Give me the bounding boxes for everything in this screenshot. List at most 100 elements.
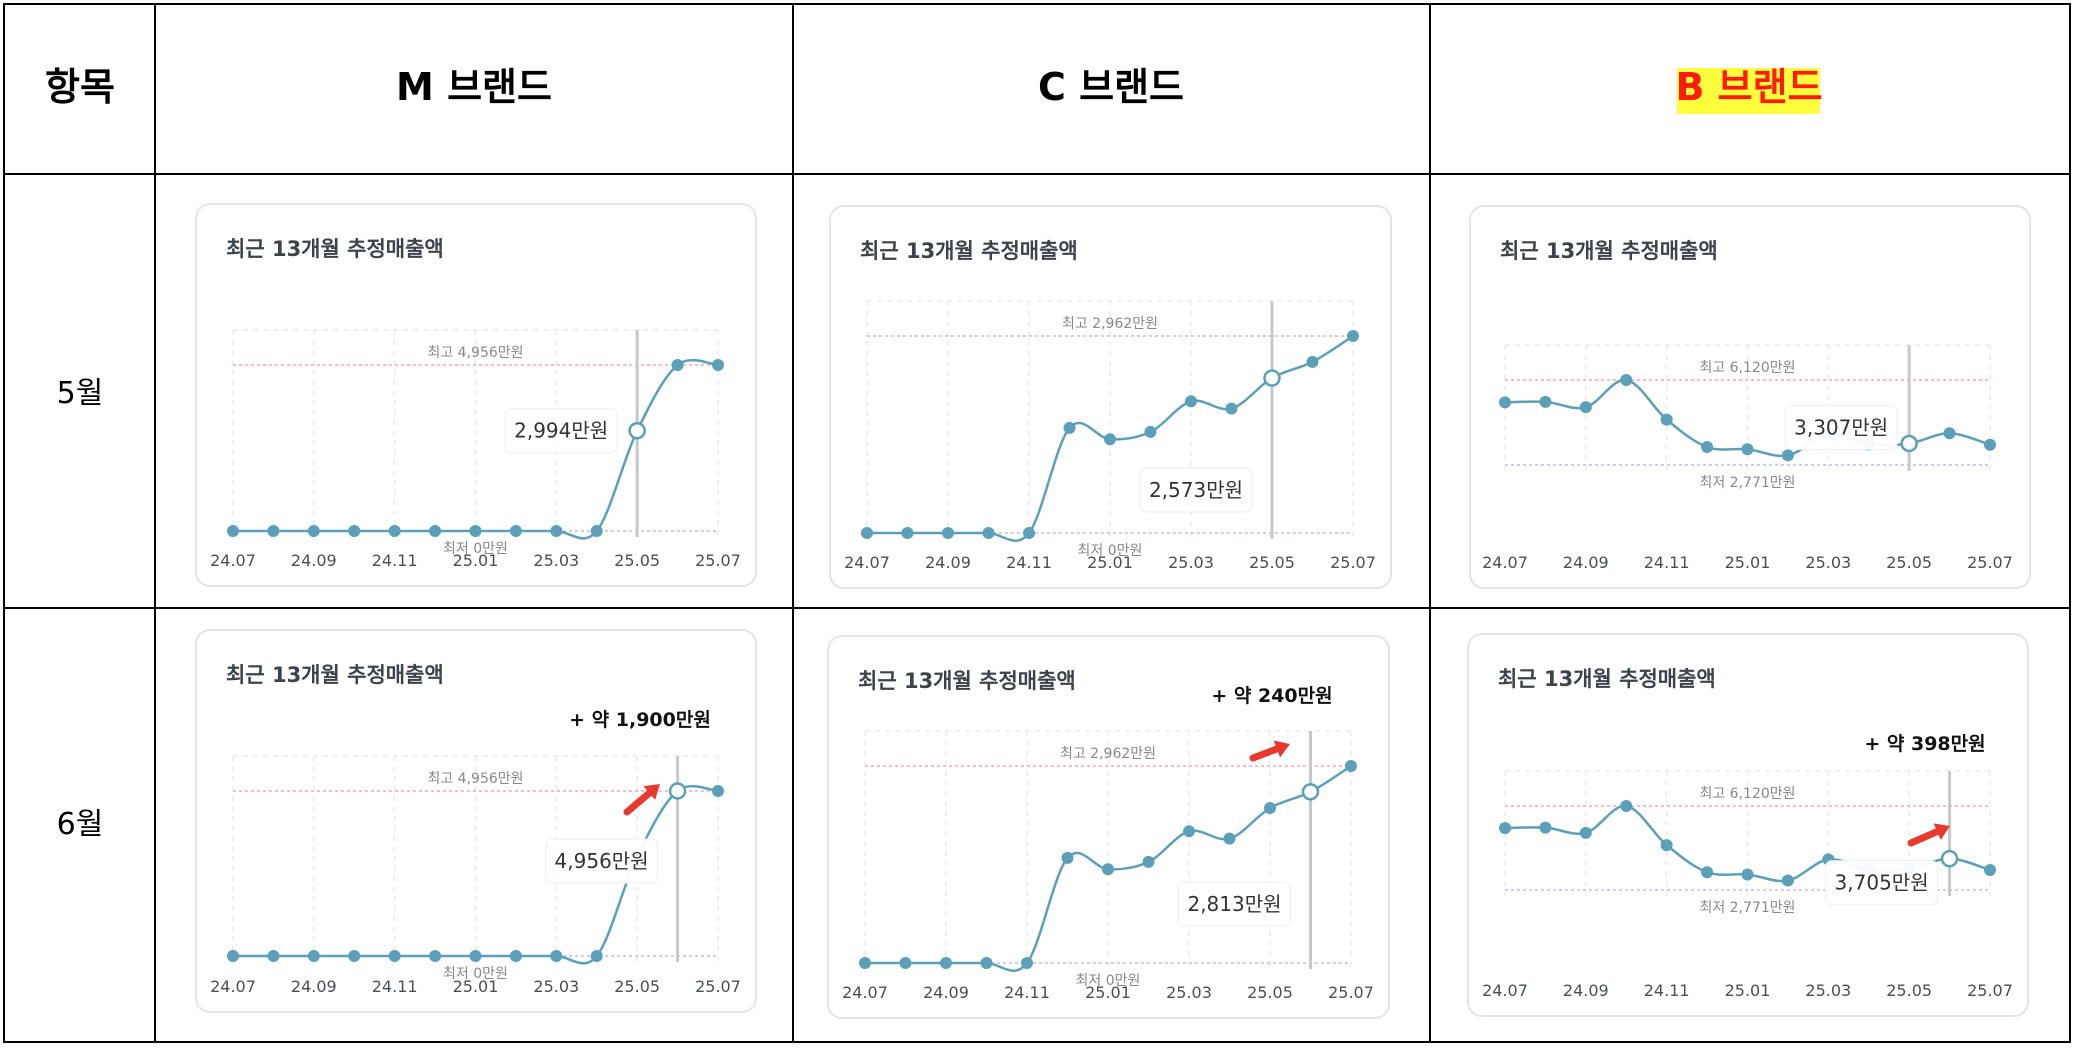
data-point <box>1021 957 1033 969</box>
data-point <box>509 950 522 962</box>
data-point <box>1063 421 1076 434</box>
max-label: 최고 6,120만원 <box>1699 360 1795 376</box>
data-point <box>1660 413 1673 426</box>
data-point <box>671 359 684 371</box>
data-point <box>1185 395 1197 408</box>
data-point-selected <box>1263 369 1281 387</box>
data-point <box>1499 396 1511 409</box>
data-point <box>980 957 993 969</box>
x-tick-label: 25.03 <box>1805 553 1851 572</box>
x-tick-label: 25.03 <box>1805 981 1851 1000</box>
min-label: 최저 0만원 <box>443 541 508 557</box>
chart-title: 최근 13개월 추정매출액 <box>858 669 1076 693</box>
data-point <box>1223 832 1236 845</box>
x-tick-label: 25.07 <box>1967 981 2013 1000</box>
x-tick-label: 25.01 <box>453 977 499 996</box>
data-point <box>227 525 239 537</box>
header-item: 항목 <box>45 65 115 109</box>
data-point <box>942 527 954 539</box>
data-point <box>1579 401 1592 414</box>
data-point <box>1225 402 1238 415</box>
x-tick-label: 25.05 <box>614 977 660 996</box>
value-tooltip <box>1784 404 1898 450</box>
data-point-selected <box>1940 849 1959 868</box>
x-tick-label: 25.03 <box>1168 553 1214 572</box>
min-label: 최저 2,771만원 <box>1699 900 1795 916</box>
data-point <box>1741 868 1754 881</box>
row-label-june: 6월 <box>57 807 104 842</box>
x-tick-label: 25.05 <box>614 551 660 570</box>
data-point <box>1984 863 1996 876</box>
chart-card <box>829 205 1392 589</box>
value-tooltip-label: 3,307만원 <box>1794 415 1888 439</box>
x-tick-label: 25.07 <box>695 977 741 996</box>
x-tick-label: 25.05 <box>1886 553 1932 572</box>
data-point <box>1102 863 1114 876</box>
header-brand-c: C 브랜드 <box>1038 65 1184 109</box>
max-label: 최고 4,956만원 <box>427 771 523 787</box>
data-point <box>267 525 280 537</box>
data-point <box>712 785 724 797</box>
x-tick-label: 24.09 <box>923 983 969 1002</box>
x-tick-label: 24.11 <box>372 977 418 996</box>
max-label: 최고 4,956만원 <box>427 345 523 361</box>
x-tick-label: 25.05 <box>1886 981 1932 1000</box>
data-point <box>1023 527 1035 539</box>
x-tick-label: 25.03 <box>533 551 579 570</box>
data-point <box>227 950 239 962</box>
data-point <box>429 950 442 962</box>
x-tick-label: 24.11 <box>1644 553 1690 572</box>
x-tick-label: 25.01 <box>453 551 499 570</box>
data-point <box>940 957 952 969</box>
data-point <box>388 950 401 962</box>
data-point <box>469 950 482 962</box>
max-label: 최고 2,962만원 <box>1062 316 1158 332</box>
data-point-selected <box>628 421 646 440</box>
x-tick-label: 24.07 <box>210 551 256 570</box>
data-point-selected <box>668 782 687 800</box>
data-point <box>1620 800 1633 812</box>
data-point <box>1539 821 1552 834</box>
value-tooltip-label: 3,705만원 <box>1835 871 1929 895</box>
x-tick-label: 25.01 <box>1725 981 1771 1000</box>
data-point <box>1264 802 1276 815</box>
x-tick-label: 24.09 <box>291 551 337 570</box>
data-point <box>1781 874 1794 887</box>
data-point <box>550 525 563 537</box>
change-annotation: + 약 1,900만원 <box>569 709 711 731</box>
value-tooltip <box>1825 860 1939 906</box>
min-label: 최저 0만원 <box>1076 973 1141 989</box>
value-tooltip <box>1178 881 1291 927</box>
table-grid <box>3 3 2071 1043</box>
change-annotation: + 약 240만원 <box>1211 685 1332 707</box>
x-tick-label: 24.07 <box>844 553 890 572</box>
change-arrow <box>623 789 653 816</box>
data-point <box>307 525 320 537</box>
value-tooltip-label: 2,994만원 <box>514 419 608 443</box>
x-tick-label: 24.11 <box>1006 553 1052 572</box>
data-point <box>1579 826 1592 839</box>
x-tick-label: 25.03 <box>1166 983 1212 1002</box>
data-point <box>348 950 361 962</box>
x-tick-label: 24.07 <box>1482 553 1528 572</box>
data-point <box>550 950 563 962</box>
value-tooltip <box>1139 467 1253 513</box>
change-arrow <box>1907 828 1941 847</box>
row-label-may: 5월 <box>57 376 104 411</box>
x-tick-label: 24.09 <box>1563 553 1609 572</box>
data-point <box>1539 395 1552 408</box>
x-tick-label: 24.07 <box>1482 981 1528 1000</box>
data-point <box>1620 374 1633 386</box>
data-point <box>429 525 442 537</box>
data-point <box>1347 330 1359 342</box>
data-point <box>1306 355 1319 368</box>
data-point <box>899 957 912 969</box>
data-point <box>901 527 914 539</box>
x-tick-label: 24.11 <box>1004 983 1050 1002</box>
value-tooltip-label: 2,573만원 <box>1149 478 1243 502</box>
